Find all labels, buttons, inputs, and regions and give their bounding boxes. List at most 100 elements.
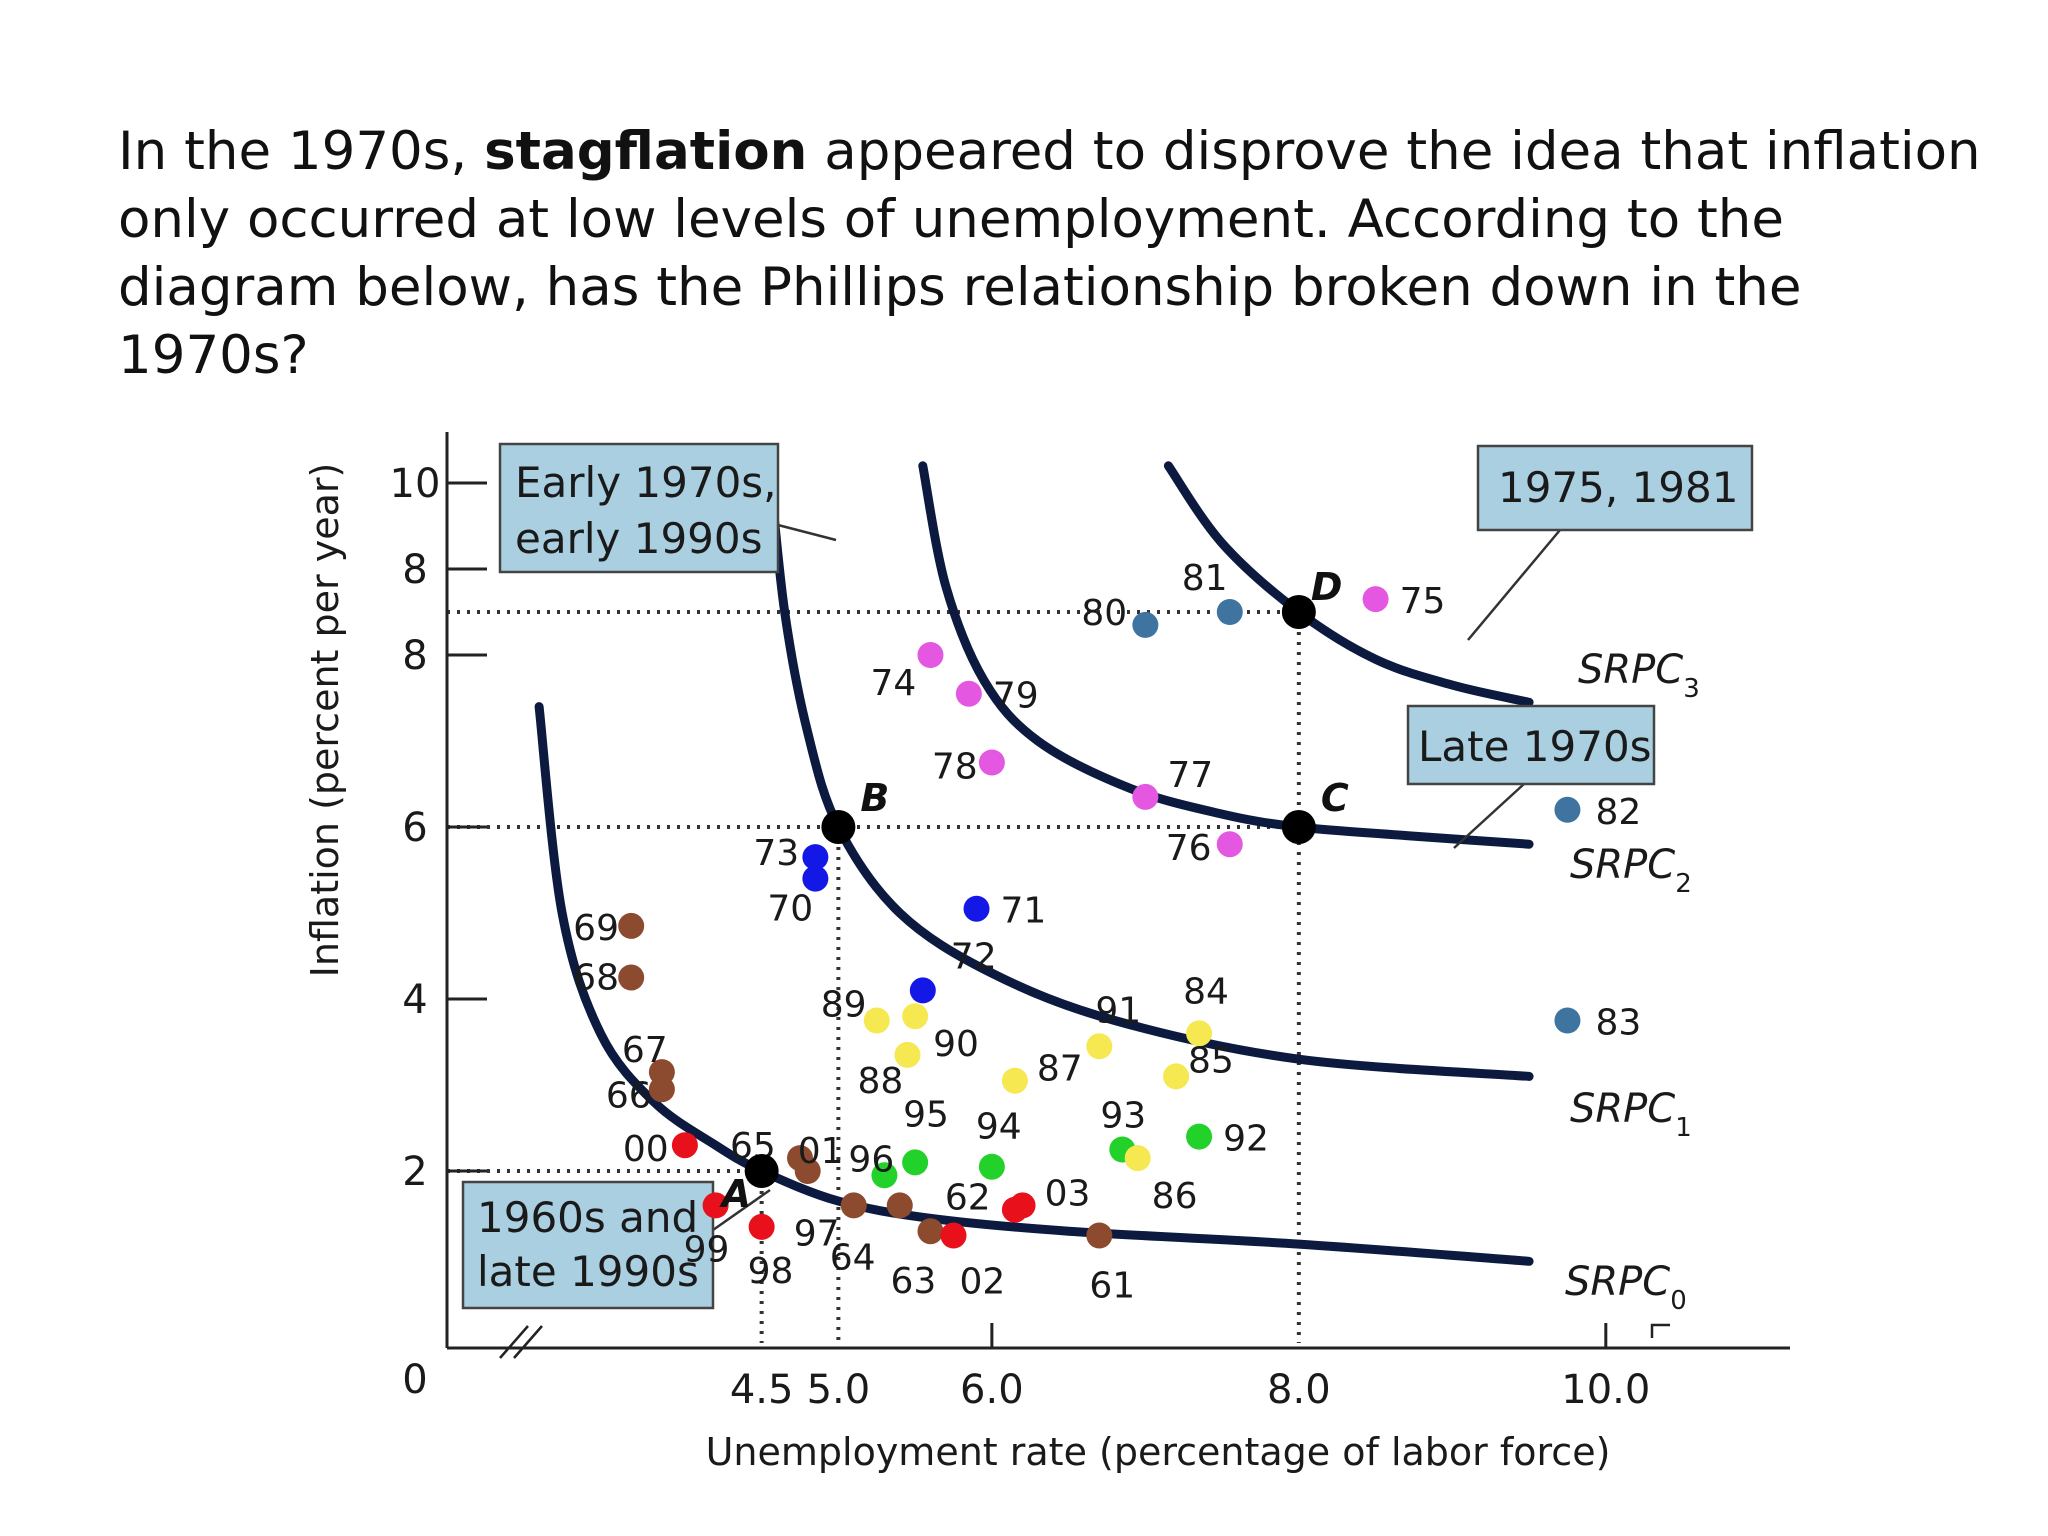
y-tick-label: 2 <box>402 1149 427 1195</box>
data-point-label-87: 87 <box>1037 1049 1083 1090</box>
data-point-99 <box>702 1192 729 1219</box>
data-point-66 <box>648 1076 675 1103</box>
annotation-box <box>461 1180 715 1310</box>
key-points: A B C D <box>719 565 1349 1216</box>
data-point-label-66: 66 <box>606 1075 652 1116</box>
data-point-label-90: 90 <box>933 1024 979 1065</box>
data-point-label-95: 95 <box>903 1094 949 1135</box>
data-point-97 <box>840 1192 867 1219</box>
srpc-curves: SRPC0 SRPC1 SRPC2 SRPC3 <box>534 461 1700 1338</box>
annotation-box-text: Early 1970s, <box>515 458 777 507</box>
srpc-subscript: 1 <box>1675 1113 1692 1143</box>
data-point-label-81: 81 <box>1182 558 1228 599</box>
data-point-83 <box>1554 1007 1581 1034</box>
data-point-label-69: 69 <box>573 908 619 949</box>
data-point-label-03: 03 <box>1045 1173 1091 1214</box>
data-point-86 <box>1124 1145 1151 1172</box>
y-axis-title: Inflation (percent per year) <box>303 463 347 978</box>
srpc-subscript: 3 <box>1683 674 1700 704</box>
box-pointer <box>777 523 837 542</box>
data-point-label-02: 02 <box>960 1262 1006 1303</box>
data-point-76 <box>1216 831 1243 858</box>
y-tick-label: 6 <box>402 805 427 851</box>
data-point-68 <box>618 964 645 991</box>
x-axis-title: Unemployment rate (percentage of labor f… <box>706 1430 1611 1474</box>
data-point-label-79: 79 <box>993 676 1039 717</box>
data-point-label-01: 01 <box>798 1131 844 1172</box>
data-point-87 <box>1001 1067 1028 1094</box>
question-bold: stagflation <box>484 121 808 182</box>
data-point-label-96: 96 <box>848 1139 894 1180</box>
key-point-A <box>744 1154 779 1188</box>
data-point-label-00: 00 <box>623 1129 669 1170</box>
data-point-label-67: 67 <box>622 1030 668 1071</box>
data-point-label-80: 80 <box>1081 593 1127 634</box>
annotation-box-text: 1960s and <box>477 1193 698 1242</box>
key-point-label-D: D <box>1311 565 1343 609</box>
key-point-C <box>1281 810 1316 844</box>
y-tick-label: 4 <box>402 977 427 1023</box>
x-tick-label: 10.0 <box>1561 1367 1650 1413</box>
data-point-03 <box>1009 1192 1036 1219</box>
data-point-label-61: 61 <box>1089 1266 1135 1307</box>
data-point-label-73: 73 <box>753 833 799 874</box>
data-point-73 <box>802 844 829 871</box>
data-point-98 <box>748 1213 775 1240</box>
data-point-label-70: 70 <box>767 889 813 930</box>
data-point-label-91: 91 <box>1095 990 1141 1031</box>
data-point-label-83: 83 <box>1595 1003 1641 1044</box>
key-point-B <box>821 810 856 844</box>
data-point-label-71: 71 <box>1001 891 1047 932</box>
data-point-label-89: 89 <box>821 985 867 1026</box>
data-point-69 <box>618 912 645 939</box>
data-point-94 <box>978 1153 1005 1180</box>
box-pointer <box>1453 783 1525 849</box>
data-point-71 <box>963 895 990 922</box>
annotation-box-text: early 1990s <box>515 514 763 563</box>
data-point-78 <box>978 749 1005 776</box>
data-point-75 <box>1362 586 1389 613</box>
x-tick-label: 6.0 <box>960 1367 1024 1413</box>
x-tick-label: 4.5 <box>730 1367 794 1413</box>
srpc-curve-3 <box>1163 461 1534 707</box>
y-tick-label: 0 <box>402 1357 427 1403</box>
question-after: appeared to disprove the idea that infla… <box>118 121 1981 386</box>
srpc-label-3: SRPC3 <box>1578 647 1700 704</box>
data-point-96 <box>871 1162 898 1189</box>
data-point-61 <box>1086 1222 1113 1249</box>
data-point-label-75: 75 <box>1400 581 1446 622</box>
data-point-70 <box>802 865 829 892</box>
data-point-label-94: 94 <box>976 1107 1022 1148</box>
data-point-95 <box>902 1149 929 1176</box>
srpc-label-2: SRPC2 <box>1570 842 1692 899</box>
data-point-74 <box>917 642 944 668</box>
data-point-label-76: 76 <box>1166 828 1212 869</box>
x-tick-label: 5.0 <box>807 1367 871 1413</box>
data-point-80 <box>1132 611 1159 638</box>
srpc-label-1: SRPC1 <box>1570 1086 1692 1143</box>
data-point-label-97: 97 <box>794 1213 840 1254</box>
question-text: In the 1970s, stagflation appeared to di… <box>118 118 1998 390</box>
guide-lines <box>447 610 1301 1343</box>
data-point-79 <box>955 680 982 707</box>
annotation-box-text: late 1990s <box>477 1247 699 1296</box>
data-point-label-99: 99 <box>684 1229 730 1270</box>
annotation-box <box>1476 444 1754 532</box>
data-point-77 <box>1132 783 1159 810</box>
data-point-label-62: 62 <box>945 1178 991 1219</box>
data-point-89 <box>863 1007 890 1034</box>
annotation-boxes: Early 1970s, early 1990s 1975, 1981 Late 19… <box>461 442 1754 1310</box>
data-point-01 <box>794 1158 821 1184</box>
annotation-box <box>498 442 780 574</box>
annotation-box-text: 1975, 1981 <box>1498 463 1738 512</box>
data-point-88 <box>894 1041 921 1068</box>
key-point-label-B: B <box>860 776 889 820</box>
axis-break-mark <box>499 1325 529 1359</box>
data-point-02 <box>940 1222 967 1249</box>
srpc-curve-0 <box>534 702 1534 1266</box>
data-point-00 <box>671 1132 698 1159</box>
data-point-63 <box>917 1218 944 1245</box>
x-tick-label: 8.0 <box>1267 1367 1331 1413</box>
data-point-label-78: 78 <box>932 747 978 788</box>
